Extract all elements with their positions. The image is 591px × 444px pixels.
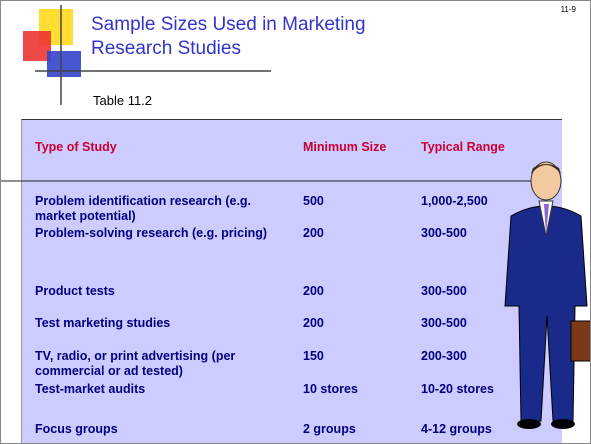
slide: 11-9 Sample Sizes Used in Marketing Rese… (0, 0, 591, 444)
column-header: Minimum Size (303, 140, 386, 154)
column-header: Type of Study (35, 140, 290, 154)
study-type: Product tests (35, 284, 290, 299)
typical-range: 200-300 (421, 349, 467, 364)
minimum-size: 200 (303, 316, 324, 331)
typical-range: 4-12 groups (421, 422, 492, 437)
minimum-size: 150 (303, 349, 324, 364)
minimum-size: 2 groups (303, 422, 356, 437)
title: Sample Sizes Used in Marketing Research … (91, 13, 391, 61)
study-type: Problem identification research (e.g. ma… (35, 194, 290, 224)
businessman-illustration (501, 156, 591, 431)
typical-range: 300-500 (421, 284, 467, 299)
slide-number: 11-9 (561, 5, 576, 14)
typical-range: 1,000-2,500 (421, 194, 488, 209)
minimum-size: 200 (303, 226, 324, 241)
subtitle: Table 11.2 (93, 93, 152, 108)
typical-range: 10-20 stores (421, 382, 494, 397)
column-header: Typical Range (421, 140, 505, 154)
study-type: Test-market audits (35, 382, 290, 397)
study-type: Test marketing studies (35, 316, 290, 331)
minimum-size: 500 (303, 194, 324, 209)
study-type: Focus groups (35, 422, 290, 437)
minimum-size: 10 stores (303, 382, 358, 397)
typical-range: 300-500 (421, 226, 467, 241)
minimum-size: 200 (303, 284, 324, 299)
study-type: TV, radio, or print advertising (per com… (35, 349, 290, 379)
typical-range: 300-500 (421, 316, 467, 331)
study-type: Problem-solving research (e.g. pricing) (35, 226, 290, 241)
